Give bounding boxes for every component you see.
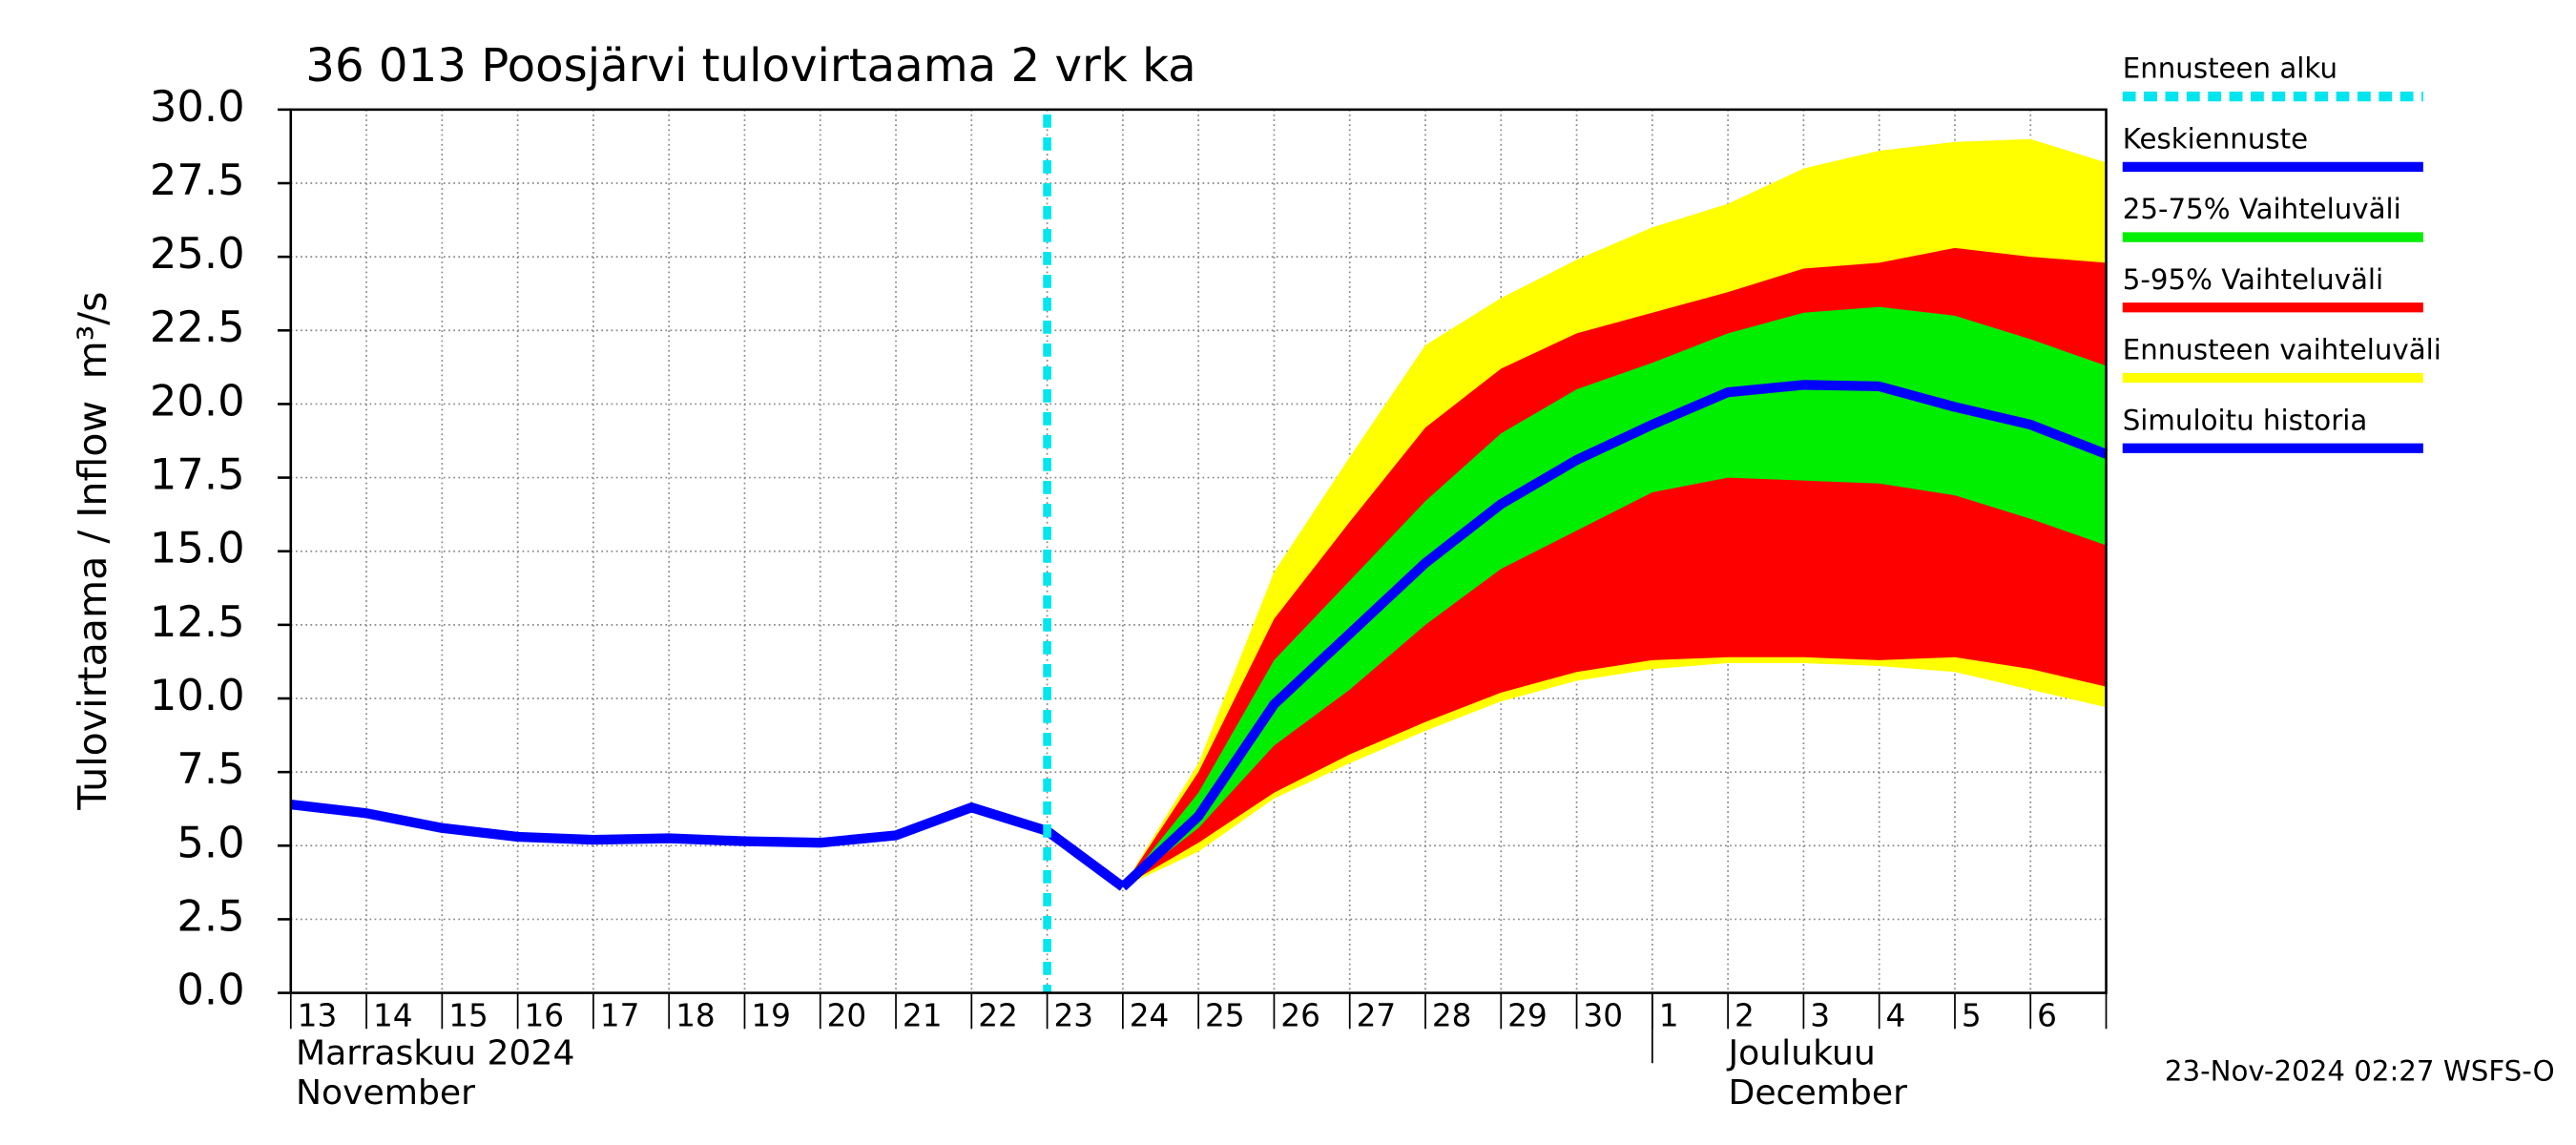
timestamp: 23-Nov-2024 02:27 WSFS-O xyxy=(2165,1055,2555,1088)
legend-label: Simuloitu historia xyxy=(2123,404,2368,436)
x-tick-label: 21 xyxy=(903,997,943,1033)
x-tick-label: 27 xyxy=(1357,997,1397,1033)
y-tick-label: 30.0 xyxy=(150,82,245,132)
x-tick-label: 20 xyxy=(827,997,867,1033)
series-line xyxy=(1119,380,2109,891)
y-tick-label: 0.0 xyxy=(177,966,244,1015)
x-tick-label: 2 xyxy=(1735,997,1755,1033)
x-tick-label: 19 xyxy=(751,997,791,1033)
month-label: Joulukuu xyxy=(1726,1033,1875,1073)
y-tick-label: 27.5 xyxy=(150,156,245,205)
y-axis-label: Tulovirtaama / Inflow xyxy=(70,401,115,811)
y-tick-label: 5.0 xyxy=(177,818,244,867)
x-tick-label: 17 xyxy=(600,997,640,1033)
y-tick-label: 22.5 xyxy=(150,302,245,352)
y-axis-unit: m³/s xyxy=(70,292,115,380)
x-tick-label: 16 xyxy=(525,997,565,1033)
x-tick-label: 26 xyxy=(1280,997,1320,1033)
y-tick-label: 15.0 xyxy=(150,524,245,573)
x-tick-label: 15 xyxy=(448,997,488,1033)
month-label: November xyxy=(296,1072,475,1113)
x-tick-label: 25 xyxy=(1205,997,1245,1033)
legend-label: Ennusteen vaihteluväli xyxy=(2123,334,2441,366)
legend-label: Ennusteen alku xyxy=(2123,52,2337,85)
x-tick-label: 29 xyxy=(1507,997,1548,1033)
month-label: December xyxy=(1728,1072,1907,1113)
x-tick-label: 1 xyxy=(1659,997,1679,1033)
legend-label: 5-95% Vaihteluväli xyxy=(2123,263,2383,296)
x-tick-label: 13 xyxy=(298,997,338,1033)
y-tick-label: 12.5 xyxy=(150,597,245,647)
x-tick-label: 23 xyxy=(1053,997,1093,1033)
x-tick-label: 14 xyxy=(373,997,413,1033)
x-tick-label: 30 xyxy=(1583,997,1623,1033)
y-tick-label: 25.0 xyxy=(150,229,245,279)
x-tick-label: 24 xyxy=(1130,997,1170,1033)
x-tick-label: 6 xyxy=(2037,997,2057,1033)
x-tick-label: 4 xyxy=(1886,997,1906,1033)
x-tick-label: 3 xyxy=(1810,997,1830,1033)
y-tick-label: 20.0 xyxy=(150,376,245,426)
legend-label: 25-75% Vaihteluväli xyxy=(2123,193,2401,225)
series-line xyxy=(290,799,1126,891)
x-tick-label: 28 xyxy=(1432,997,1472,1033)
x-tick-label: 18 xyxy=(675,997,716,1033)
legend-label: Keskiennuste xyxy=(2123,122,2308,155)
month-label: Marraskuu 2024 xyxy=(296,1033,575,1073)
band xyxy=(1122,306,2107,887)
x-tick-label: 5 xyxy=(1962,997,1982,1033)
x-tick-label: 22 xyxy=(978,997,1018,1033)
chart-title: 36 013 Poosjärvi tulovirtaama 2 vrk ka xyxy=(305,39,1195,93)
plot-frame xyxy=(289,108,2108,994)
y-tick-label: 17.5 xyxy=(150,450,245,500)
y-tick-label: 10.0 xyxy=(150,671,245,720)
y-tick-label: 2.5 xyxy=(177,891,244,941)
y-tick-label: 7.5 xyxy=(177,744,244,794)
